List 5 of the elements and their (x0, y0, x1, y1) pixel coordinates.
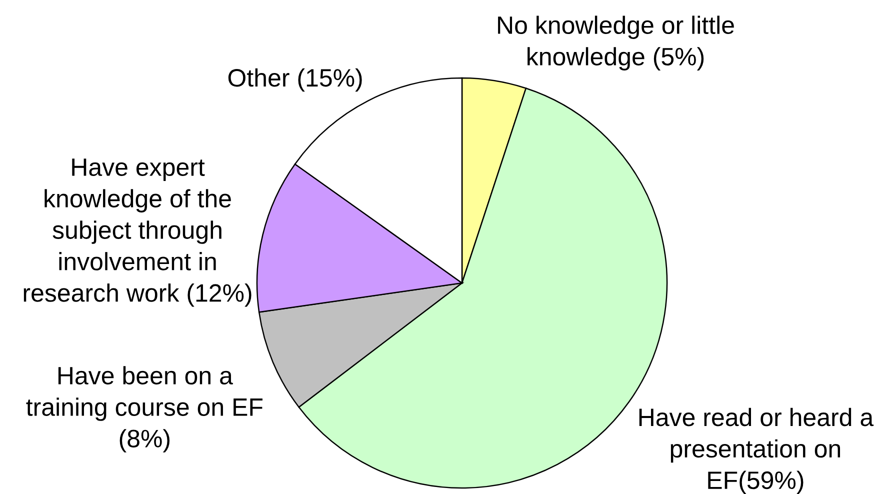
slice-label: Have been on a training course on EF (8%) (26, 366, 262, 452)
slice-label: No knowledge or little knowledge (5%) (498, 16, 734, 70)
slice-label: Other (15%) (228, 68, 362, 92)
slice-label: Have read or heard a presentation on EF(59%) (639, 408, 874, 494)
slice-label: Have expert knowledge of the subject through involvement in research work (12%) (24, 158, 252, 307)
